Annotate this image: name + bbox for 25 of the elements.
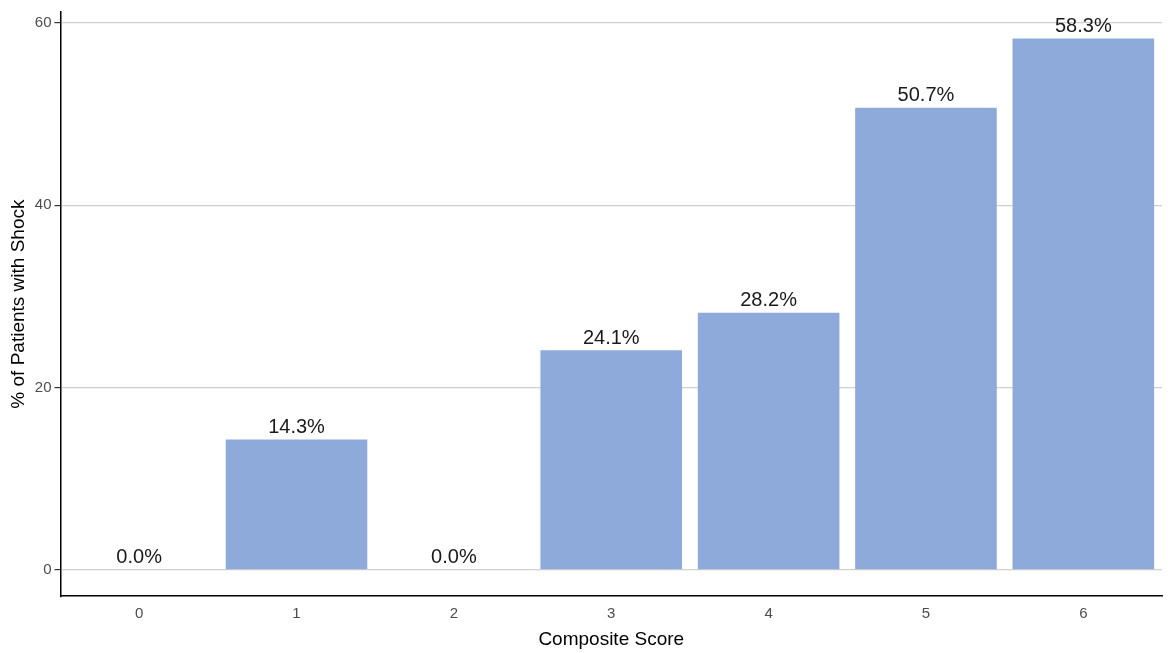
data-label: 58.3% — [1054, 13, 1112, 36]
bar — [225, 439, 368, 570]
x-tick-label: 1 — [292, 604, 301, 622]
bar — [855, 107, 997, 570]
x-tick-label: 6 — [1079, 604, 1088, 622]
bar — [540, 350, 683, 570]
y-tick-label: 40 — [34, 195, 52, 213]
x-tick-label: 5 — [921, 604, 931, 622]
data-label: 0.0% — [431, 545, 477, 568]
x-tick-label: 0 — [134, 604, 144, 622]
y-tick-label: 60 — [34, 13, 52, 31]
data-label: 14.3% — [268, 414, 326, 437]
x-tick-label: 3 — [607, 604, 616, 622]
x-tick-label: 2 — [449, 604, 459, 622]
bar — [697, 312, 840, 570]
data-label: 28.2% — [740, 288, 798, 311]
y-tick-label: 20 — [34, 377, 52, 395]
data-label: 0.0% — [116, 545, 163, 568]
y-tick-label: 0 — [43, 559, 52, 577]
data-label: 50.7% — [897, 83, 955, 106]
bar — [1012, 38, 1155, 570]
y-axis-title: % of Patients with Shock — [6, 199, 28, 409]
data-label: 24.1% — [582, 325, 640, 348]
x-tick-label: 4 — [764, 604, 773, 622]
x-axis-title: Composite Score — [538, 627, 685, 649]
